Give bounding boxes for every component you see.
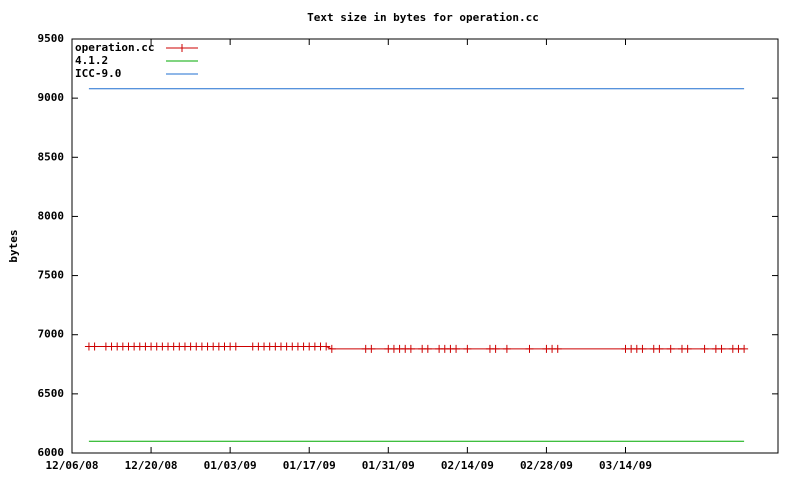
y-tick-label: 7000	[38, 328, 65, 341]
legend-label: operation.cc	[75, 41, 154, 54]
point-marker	[231, 342, 240, 351]
y-tick-label: 6000	[38, 446, 65, 459]
point-marker	[322, 342, 331, 351]
y-axis-label: bytes	[7, 229, 20, 262]
x-tick-label: 02/28/09	[520, 459, 573, 472]
x-tick-label: 01/17/09	[283, 459, 336, 472]
point-marker	[525, 344, 534, 353]
legend-marker	[178, 44, 186, 52]
point-marker	[502, 344, 511, 353]
point-marker	[655, 344, 664, 353]
y-tick-label: 9000	[38, 91, 65, 104]
x-tick-label: 12/06/08	[46, 459, 99, 472]
x-tick-label: 01/31/09	[362, 459, 415, 472]
x-tick-label: 02/14/09	[441, 459, 494, 472]
legend-label: 4.1.2	[75, 54, 108, 67]
y-tick-label: 8500	[38, 150, 65, 163]
point-marker	[90, 342, 99, 351]
point-marker	[452, 344, 461, 353]
plot-border	[71, 38, 779, 454]
legend-label: ICC-9.0	[75, 67, 121, 80]
point-marker	[327, 344, 336, 353]
point-marker	[666, 344, 675, 353]
y-tick-label: 8000	[38, 209, 65, 222]
point-marker	[700, 344, 709, 353]
y-tick-label: 7500	[38, 269, 65, 282]
point-marker	[717, 344, 726, 353]
x-tick-label: 01/03/09	[204, 459, 257, 472]
point-marker	[367, 344, 376, 353]
point-marker	[740, 344, 749, 353]
point-marker	[553, 344, 562, 353]
y-tick-label: 6500	[38, 387, 65, 400]
point-marker	[491, 344, 500, 353]
point-marker	[406, 344, 415, 353]
x-tick-label: 12/20/08	[125, 459, 178, 472]
point-marker	[638, 344, 647, 353]
y-tick-label: 9500	[38, 32, 65, 45]
point-marker	[463, 344, 472, 353]
x-tick-label: 03/14/09	[599, 459, 652, 472]
point-marker	[683, 344, 692, 353]
chart-title: Text size in bytes for operation.cc	[307, 11, 539, 24]
point-marker	[423, 344, 432, 353]
